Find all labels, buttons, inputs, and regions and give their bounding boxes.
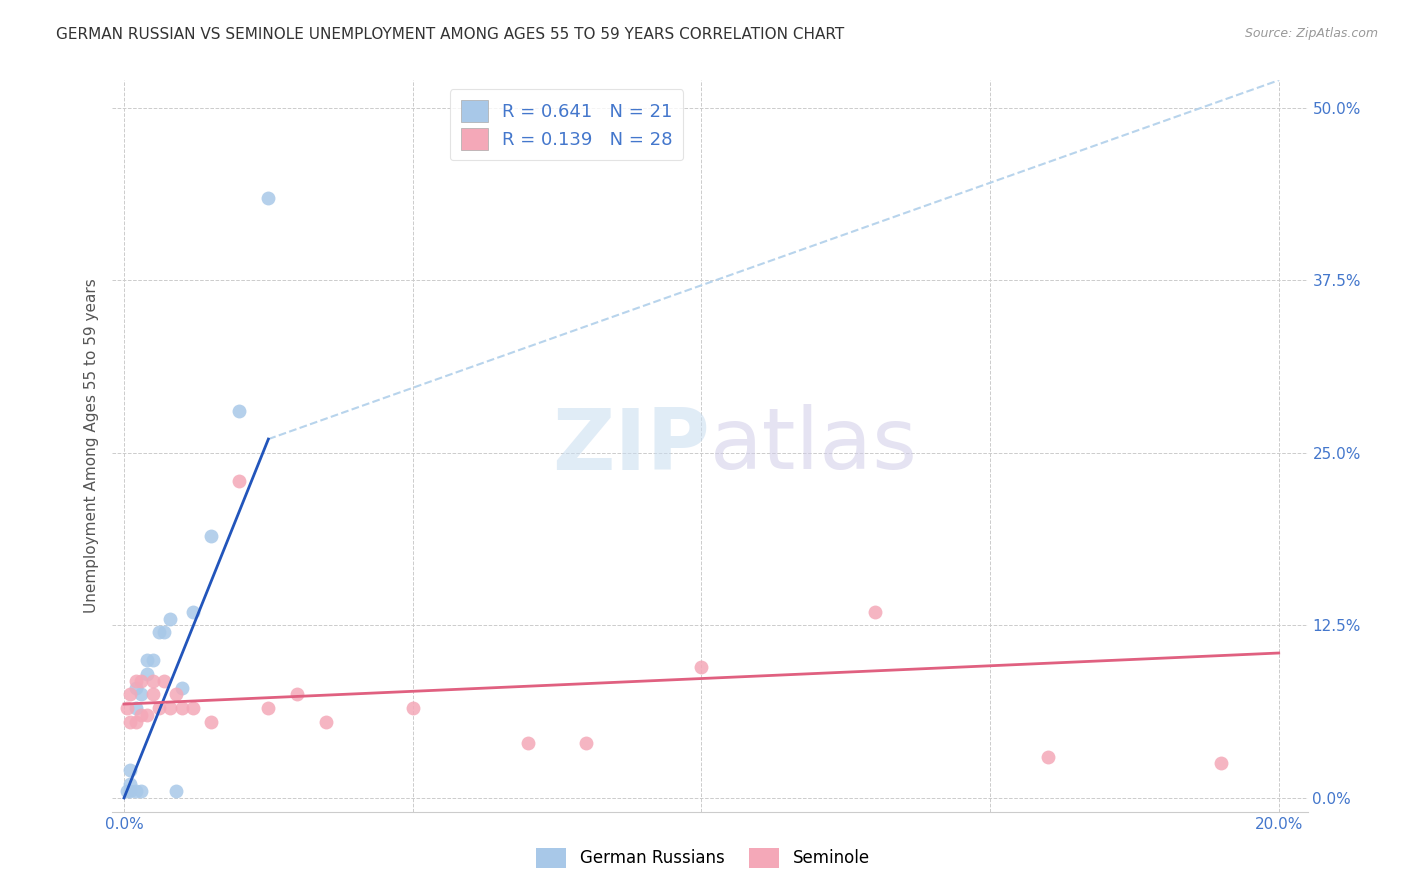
- Point: [136, 653, 159, 667]
- Point: [118, 784, 141, 798]
- Point: [124, 681, 146, 695]
- Point: [1209, 756, 1232, 771]
- Point: [165, 687, 187, 701]
- Point: [124, 701, 146, 715]
- Point: [690, 660, 713, 674]
- Point: [257, 191, 280, 205]
- Point: [131, 673, 153, 688]
- Point: [142, 653, 165, 667]
- Point: [170, 681, 193, 695]
- Point: [115, 784, 138, 798]
- Point: [517, 736, 540, 750]
- Text: atlas: atlas: [710, 404, 918, 488]
- Point: [228, 404, 250, 418]
- Point: [159, 701, 181, 715]
- Point: [131, 784, 153, 798]
- Point: [315, 714, 337, 729]
- Point: [285, 687, 308, 701]
- Point: [124, 714, 146, 729]
- Point: [118, 764, 141, 778]
- Point: [131, 708, 153, 723]
- Point: [148, 701, 170, 715]
- Text: ZIP: ZIP: [553, 404, 710, 488]
- Point: [1036, 749, 1059, 764]
- Point: [159, 611, 181, 625]
- Point: [118, 687, 141, 701]
- Point: [228, 474, 250, 488]
- Point: [124, 673, 146, 688]
- Text: GERMAN RUSSIAN VS SEMINOLE UNEMPLOYMENT AMONG AGES 55 TO 59 YEARS CORRELATION CH: GERMAN RUSSIAN VS SEMINOLE UNEMPLOYMENT …: [56, 27, 845, 42]
- Point: [142, 687, 165, 701]
- Point: [402, 701, 425, 715]
- Point: [115, 701, 138, 715]
- Point: [153, 625, 176, 640]
- Point: [200, 714, 222, 729]
- Point: [118, 777, 141, 791]
- Point: [131, 687, 153, 701]
- Point: [124, 784, 146, 798]
- Point: [257, 701, 280, 715]
- Point: [165, 784, 187, 798]
- Point: [575, 736, 598, 750]
- Point: [863, 605, 886, 619]
- Legend: R = 0.641   N = 21, R = 0.139   N = 28: R = 0.641 N = 21, R = 0.139 N = 28: [450, 89, 683, 161]
- Point: [136, 666, 159, 681]
- Point: [136, 708, 159, 723]
- Y-axis label: Unemployment Among Ages 55 to 59 years: Unemployment Among Ages 55 to 59 years: [83, 278, 98, 614]
- Legend: German Russians, Seminole: German Russians, Seminole: [530, 841, 876, 875]
- Point: [200, 529, 222, 543]
- Point: [170, 701, 193, 715]
- Point: [118, 714, 141, 729]
- Point: [142, 673, 165, 688]
- Point: [181, 701, 204, 715]
- Text: Source: ZipAtlas.com: Source: ZipAtlas.com: [1244, 27, 1378, 40]
- Point: [181, 605, 204, 619]
- Point: [148, 625, 170, 640]
- Point: [153, 673, 176, 688]
